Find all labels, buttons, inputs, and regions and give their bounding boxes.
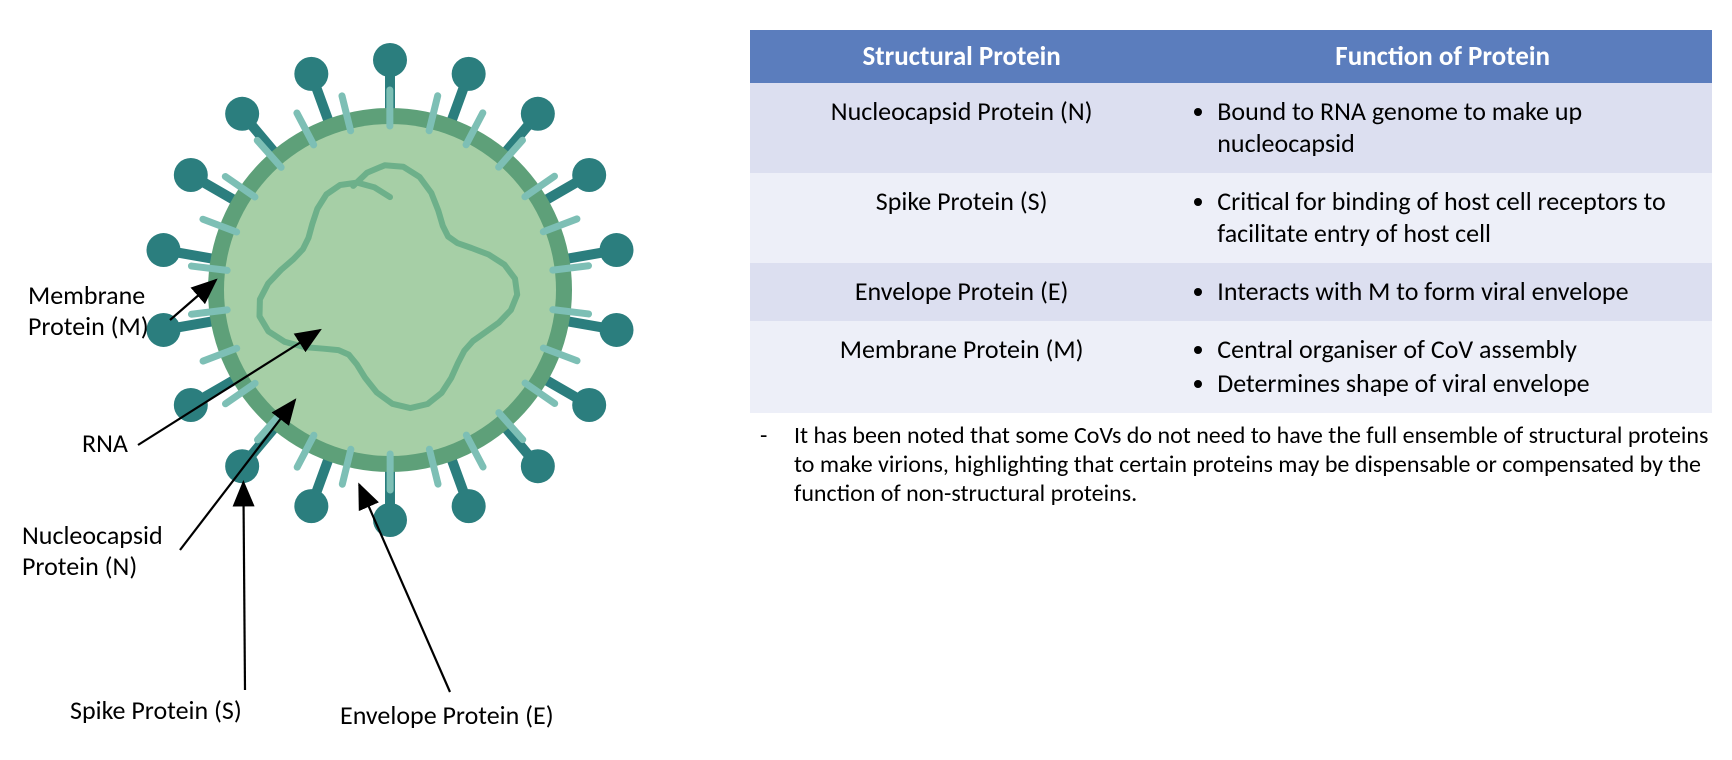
function-item: Bound to RNA genome to make up nucleocap…: [1217, 95, 1694, 159]
protein-function-cell: Interacts with M to form viral envelope: [1173, 263, 1712, 321]
protein-function-cell: Critical for binding of host cell recept…: [1173, 173, 1712, 263]
inner-body: [224, 124, 556, 456]
protein-name-cell: Spike Protein (S): [750, 173, 1173, 263]
label-rna-text: RNA: [82, 427, 128, 459]
protein-function-cell: Bound to RNA genome to make up nucleocap…: [1173, 83, 1712, 173]
label-nucleocapsid: NucleocapsidProtein (N): [22, 520, 163, 582]
table-row: Membrane Protein (M)Central organiser of…: [750, 321, 1712, 413]
footnote-dash: -: [750, 421, 794, 508]
label-nucleocapsid-text: NucleocapsidProtein (N): [22, 519, 163, 582]
footnote-text: It has been noted that some CoVs do not …: [794, 421, 1712, 508]
pointer-arrow: [243, 482, 245, 690]
protein-name-cell: Nucleocapsid Protein (N): [750, 83, 1173, 173]
function-item: Central organiser of CoV assembly: [1217, 333, 1694, 365]
label-membrane: MembraneProtein (M): [28, 280, 149, 342]
protein-table: Structural Protein Function of Protein N…: [750, 30, 1712, 413]
label-membrane-text: MembraneProtein (M): [28, 279, 149, 342]
table-body: Nucleocapsid Protein (N) Bound to RNA gen…: [750, 83, 1712, 413]
virus-diagram-panel: MembraneProtein (M) RNA NucleocapsidProt…: [20, 20, 720, 734]
info-panel: Structural Protein Function of Protein N…: [720, 20, 1712, 734]
protein-function-cell: Central organiser of CoV assemblyDetermi…: [1173, 321, 1712, 413]
pointer-arrow: [180, 400, 295, 550]
label-spike: Spike Protein (S): [70, 695, 242, 726]
label-envelope-text: Envelope Protein (E): [340, 699, 554, 731]
table-row: Envelope Protein (E) Interacts with M to …: [750, 263, 1712, 321]
label-envelope: Envelope Protein (E): [340, 700, 554, 731]
table-row: Spike Protein (S) Critical for binding of…: [750, 173, 1712, 263]
label-rna: RNA: [82, 428, 128, 459]
table-row: Nucleocapsid Protein (N) Bound to RNA gen…: [750, 83, 1712, 173]
virus-svg: [20, 20, 720, 760]
table-header-function: Function of Protein: [1173, 30, 1712, 83]
footnote: - It has been noted that some CoVs do no…: [750, 421, 1712, 508]
function-item: Critical for binding of host cell recept…: [1217, 185, 1694, 249]
protein-name-cell: Envelope Protein (E): [750, 263, 1173, 321]
protein-name-cell: Membrane Protein (M): [750, 321, 1173, 413]
label-spike-text: Spike Protein (S): [70, 694, 242, 726]
table-header-row: Structural Protein Function of Protein: [750, 30, 1712, 83]
function-item: Interacts with M to form viral envelope: [1217, 275, 1694, 307]
table-header-protein: Structural Protein: [750, 30, 1173, 83]
function-item: Determines shape of viral envelope: [1217, 367, 1694, 399]
